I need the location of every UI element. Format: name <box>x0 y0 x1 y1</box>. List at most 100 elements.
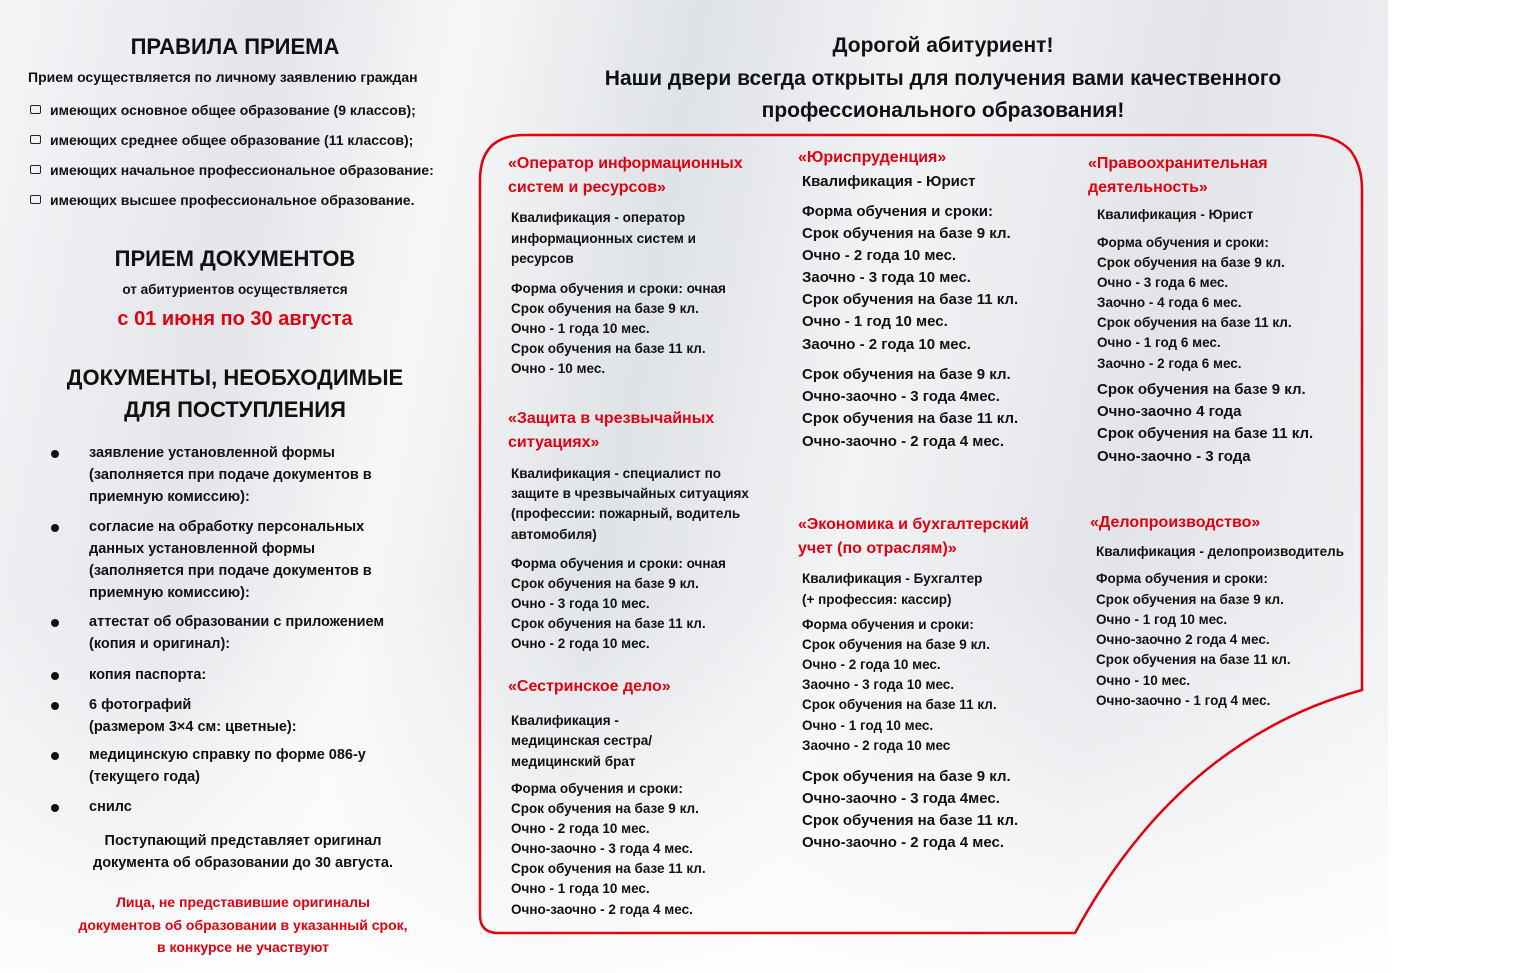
required-document: приемную комиссию): <box>89 489 250 506</box>
program-schedule: Очно - 2 года 10 мес. <box>511 635 650 651</box>
program-qualification: (+ профессия: кассир) <box>802 591 952 607</box>
square-bullet-icon <box>30 135 41 144</box>
required-document: заявление установленной формы <box>89 445 335 462</box>
program-schedule: Срок обучения на базе 11 кл. <box>802 291 1019 308</box>
program-schedule-part-time: Очно-заочно 4 года <box>1097 403 1242 420</box>
original-note: Поступающий представляет оригинал <box>104 833 382 850</box>
program-schedule: Форма обучения и сроки: <box>802 616 974 632</box>
bullet-icon <box>51 450 59 458</box>
required-document: приемную комиссию): <box>89 585 250 602</box>
docs-title: ДЛЯ ПОСТУПЛЕНИЯ <box>124 396 346 422</box>
program-schedule: Очно - 3 года 10 мес. <box>511 595 650 611</box>
square-bullet-icon <box>30 165 41 174</box>
program-title: ситуациях» <box>508 434 600 452</box>
program-schedule: Очно-заочно - 1 год 4 мес. <box>1096 692 1271 708</box>
program-title: «Правоохранительная <box>1088 155 1268 173</box>
program-schedule: Срок обучения на базе 11 кл. <box>1097 314 1292 330</box>
program-schedule: Очно - 2 года 10 мес. <box>802 247 957 264</box>
program-schedule: Форма обучения и сроки: <box>802 203 993 220</box>
program-schedule: Заочно - 2 года 6 мес. <box>1097 355 1242 371</box>
program-title: «Защита в чрезвычайных <box>508 410 715 428</box>
intake-title: ПРИЕМ ДОКУМЕНТОВ <box>114 245 356 271</box>
required-document: 6 фотографий <box>89 697 192 714</box>
program-qualification: защите в чрезвычайных ситуациях <box>511 485 749 501</box>
program-schedule: Срок обучения на базе 11 кл. <box>1096 651 1291 667</box>
program-schedule-part-time: Срок обучения на базе 9 кл. <box>1097 381 1306 398</box>
program-title: «Экономика и бухгалтерский <box>798 516 1029 534</box>
required-document: снилс <box>89 799 132 816</box>
rules-item: имеющих основное общее образование (9 кл… <box>50 101 416 118</box>
program-schedule-part-time: Очно-заочно - 3 года 4мес. <box>802 388 1000 405</box>
program-schedule: Очно-заочно - 3 года 4 мес. <box>511 840 693 856</box>
program-schedule-part-time: Очно-заочно - 2 года 4 мес. <box>802 433 1005 450</box>
program-schedule-part-time: Срок обучения на базе 11 кл. <box>802 812 1019 829</box>
square-bullet-icon <box>30 105 41 114</box>
program-qualification: ресурсов <box>511 250 574 266</box>
program-title: учет (по отраслям)» <box>798 540 957 558</box>
program-schedule: Очно - 1 год 6 мес. <box>1097 334 1221 350</box>
bullet-icon <box>51 524 59 532</box>
required-document: медицинскую справку по форме 086-у <box>89 747 366 764</box>
program-schedule: Очно - 1 год 10 мес. <box>1096 611 1228 627</box>
program-schedule-part-time: Очно-заочно - 3 года <box>1097 448 1251 465</box>
intake-dates: с 01 июня по 30 августа <box>117 308 353 330</box>
program-schedule-part-time: Срок обучения на базе 11 кл. <box>1097 425 1314 442</box>
program-schedule: Очно - 2 года 10 мес. <box>511 820 650 836</box>
bullet-icon <box>51 804 59 812</box>
rules-item: имеющих высшее профессиональное образова… <box>50 191 415 208</box>
required-document: согласие на обработку персональных <box>89 519 365 536</box>
program-schedule: Срок обучения на базе 11 кл. <box>511 615 706 631</box>
program-qualification: автомобиля) <box>511 526 597 542</box>
program-title: деятельность» <box>1088 179 1208 197</box>
bullet-icon <box>51 752 59 760</box>
program-schedule: Очно - 2 года 10 мес. <box>802 656 941 672</box>
program-schedule-part-time: Срок обучения на базе 11 кл. <box>802 410 1019 427</box>
program-schedule: Форма обучения и сроки: <box>1097 234 1269 250</box>
required-document: (текущего года) <box>89 769 200 786</box>
program-schedule-part-time: Срок обучения на базе 9 кл. <box>802 366 1011 383</box>
docs-title: ДОКУМЕНТЫ, НЕОБХОДИМЫЕ <box>66 364 404 390</box>
required-document: копия паспорта: <box>89 667 207 684</box>
program-qualification: Квалификация - Юрист <box>802 173 976 190</box>
warning-note: в конкурсе не участвуют <box>157 938 329 955</box>
rules-item: имеющих начальное профессиональное образ… <box>50 161 434 178</box>
program-schedule: Форма обучения и сроки: очная <box>511 555 726 571</box>
rules-intro: Прием осуществляется по личному заявлени… <box>28 68 418 85</box>
program-qualification: медицинская сестра/ <box>511 732 652 748</box>
program-schedule: Срок обучения на базе 9 кл. <box>511 800 699 816</box>
warning-note: Лица, не представившие оригиналы <box>116 893 370 910</box>
program-schedule: Срок обучения на базе 11 кл. <box>802 696 997 712</box>
intake-subtitle: от абитуриентов осуществляется <box>122 281 348 297</box>
program-title: систем и ресурсов» <box>508 179 666 197</box>
program-schedule: Очно - 10 мес. <box>1096 672 1191 688</box>
program-schedule: Заочно - 2 года 10 мес <box>802 737 951 753</box>
program-schedule: Заочно - 3 года 10 мес. <box>802 676 955 692</box>
program-schedule: Очно - 3 года 6 мес. <box>1097 274 1229 290</box>
program-schedule-part-time: Очно-заочно - 3 года 4мес. <box>802 790 1000 807</box>
program-qualification: информационных систем и <box>511 230 696 246</box>
program-schedule: Очно - 1 года 10 мес. <box>511 880 650 896</box>
program-schedule: Очно - 1 год 10 мес. <box>802 313 948 330</box>
program-schedule: Срок обучения на базе 9 кл. <box>802 636 990 652</box>
programs-border <box>478 133 1364 935</box>
program-schedule: Очно - 10 мес. <box>511 360 606 376</box>
program-schedule: Срок обучения на базе 11 кл. <box>511 340 706 356</box>
program-schedule: Форма обучения и сроки: <box>511 780 683 796</box>
program-qualification: Квалификация - специалист по <box>511 465 722 481</box>
program-schedule: Срок обучения на базе 11 кл. <box>511 860 706 876</box>
program-qualification: Квалификация - Юрист <box>1097 206 1254 222</box>
background-fade <box>0 0 1388 973</box>
program-schedule: Срок обучения на базе 9 кл. <box>511 575 699 591</box>
rules-item: имеющих среднее общее образование (11 кл… <box>50 131 414 148</box>
program-schedule: Очно-заочно 2 года 4 мес. <box>1096 631 1270 647</box>
program-schedule: Срок обучения на базе 9 кл. <box>1096 591 1284 607</box>
required-document: (заполняется при подаче документов в <box>89 467 372 484</box>
required-document: (копия и оригинал): <box>89 636 231 653</box>
required-document: данных установленной формы <box>89 541 316 558</box>
program-schedule: Заочно - 3 года 10 мес. <box>802 269 971 286</box>
program-schedule-part-time: Очно-заочно - 2 года 4 мес. <box>802 834 1005 851</box>
program-schedule: Заочно - 2 года 10 мес. <box>802 336 971 353</box>
program-schedule: Срок обучения на базе 9 кл. <box>1097 254 1285 270</box>
program-schedule: Срок обучения на базе 9 кл. <box>802 225 1011 242</box>
